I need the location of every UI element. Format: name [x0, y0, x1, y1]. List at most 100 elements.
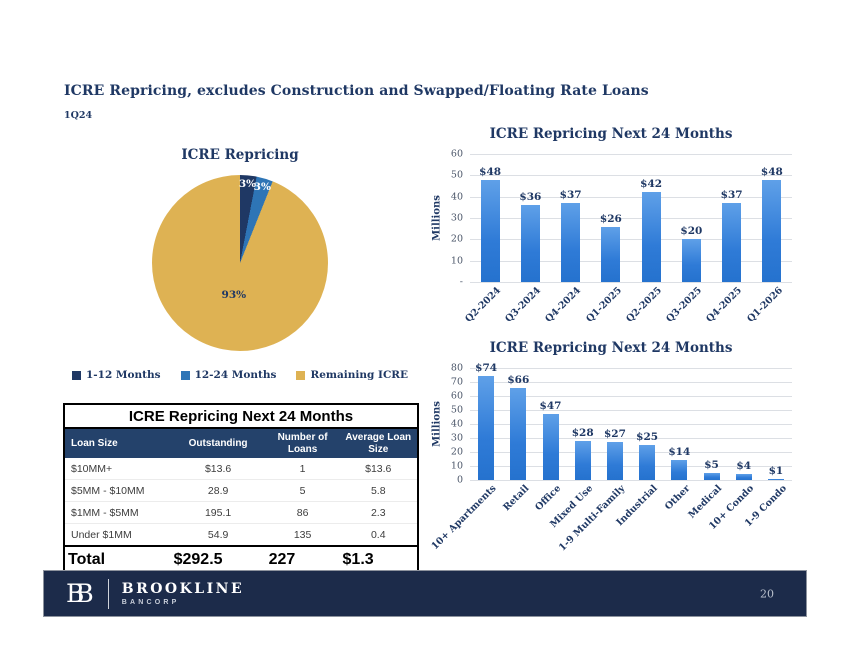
bar-group: $1: [760, 465, 792, 480]
bar: [601, 226, 621, 282]
y-tick-label: 70: [450, 376, 463, 388]
gridline: [470, 196, 792, 198]
bar-group: $4: [728, 460, 760, 480]
bar: [722, 203, 742, 282]
y-tick-label: 40: [450, 418, 463, 430]
bar-value-label: $14: [668, 446, 691, 459]
bar-group: $48: [470, 166, 510, 282]
gridline: [470, 239, 792, 241]
pie-slice-label: 93%: [221, 288, 247, 301]
bars: $74 $66 $47 $28 $27 $25 $14 $5 $4 $1: [470, 362, 792, 480]
gridline: [470, 218, 792, 219]
x-tick-label: Q4-2024: [543, 285, 584, 325]
gridline: [470, 382, 792, 383]
bar-value-label: $1: [768, 464, 784, 477]
bar: [767, 478, 784, 480]
loan-table-header-row: Loan Size Outstanding Number of Loans Avera…: [65, 429, 417, 458]
bar: [561, 203, 581, 282]
loan-size-table: ICRE Repricing Next 24 Months Loan Size O…: [63, 403, 419, 575]
x-tick: 10+ Apartments: [430, 480, 502, 570]
brookline-logo: BB BROOKLINE BANCORP: [66, 578, 244, 609]
bar-value-label: $37: [720, 189, 743, 202]
y-tick-label: 50: [450, 169, 463, 181]
x-tick: Q1-2026: [745, 282, 792, 337]
x-tick: Q3-2024: [503, 282, 550, 337]
y-tick-label: 20: [450, 233, 463, 245]
y-tick-label: 40: [450, 191, 463, 203]
gridline: [470, 480, 792, 481]
page-number: 20: [760, 587, 774, 600]
bar: [478, 376, 495, 480]
gridline: [470, 260, 792, 262]
table-cell: 2.3: [339, 501, 417, 524]
bar-group: $28: [567, 427, 599, 480]
legend-swatch-icon: [71, 370, 81, 380]
table-cell: $13.6: [170, 458, 266, 480]
y-axis: 80 70 60 50 40 30 20 10 0: [444, 363, 470, 486]
pie-slice-label: 3%: [238, 178, 257, 191]
chart-title: ICRE Repricing Next 24 Months: [489, 126, 733, 142]
y-tick-label: 60: [450, 148, 463, 160]
bar-value-label: $25: [636, 431, 659, 443]
pie-chart-title: ICRE Repricing: [181, 147, 299, 163]
bar: [762, 179, 782, 282]
y-axis-title: Millions: [430, 368, 444, 480]
y-tick-label: 20: [450, 446, 463, 458]
x-tick: Q1-2025: [584, 282, 631, 337]
table-row: $5MM - $10MM 28.9 5 5.8: [65, 479, 417, 502]
bar-value-label: $48: [479, 165, 502, 178]
x-tick-label: Q4-2025: [704, 285, 745, 325]
x-tick: Retail: [501, 480, 534, 570]
x-tick-label: Q1-2026: [744, 285, 785, 325]
table-cell: 5: [265, 479, 340, 502]
plot-area: $74 $66 $47 $28 $27 $25 $14 $5 $4 $1: [470, 362, 792, 481]
bar-value-label: $42: [640, 178, 663, 191]
x-tick-label: Other: [662, 483, 693, 513]
gridline: [470, 424, 792, 425]
gridline: [470, 175, 792, 177]
bar: [542, 414, 559, 480]
logo-divider: [107, 578, 109, 609]
gridline: [470, 438, 792, 439]
table-column-header: Average Loan Size: [339, 429, 417, 458]
y-tick-label: 30: [450, 432, 463, 444]
gridline: [470, 154, 792, 155]
bar-value-label: $47: [539, 400, 562, 413]
table-row: $10MM+ $13.6 1 $13.6: [65, 458, 417, 480]
bars: $48 $36 $37 $26 $42 $20 $37 $48: [470, 154, 792, 282]
y-tick-label: 0: [456, 474, 463, 486]
y-axis-title-text: Millions: [431, 401, 443, 447]
x-tick: 10+ Condo: [708, 480, 760, 570]
bar-chart-quarterly: ICRE Repricing Next 24 Months Millions 6…: [430, 126, 792, 337]
bar-value-label: $20: [680, 225, 703, 238]
bar: [703, 473, 720, 480]
gridline: [470, 466, 792, 467]
bar: [520, 205, 540, 282]
bar-group: $42: [631, 178, 671, 282]
footer-bar: BB BROOKLINE BANCORP 20: [43, 570, 807, 617]
bar-value-label: $37: [559, 189, 582, 202]
page-title: ICRE Repricing, excludes Construction an…: [64, 83, 649, 99]
bar-value-label: $28: [571, 426, 594, 439]
y-axis: 60 50 40 30 20 10 -: [444, 149, 470, 288]
loan-table-total-row: Total $292.5 227 $1.3: [65, 545, 417, 573]
bar-group: $26: [591, 213, 631, 282]
pie-slice-label: 3%: [253, 181, 271, 193]
bar: [574, 440, 591, 480]
x-tick: Q2-2024: [463, 282, 510, 337]
bar-group: $48: [752, 166, 792, 282]
table-total-cell: $292.5: [170, 545, 266, 573]
y-tick-label: 10: [450, 460, 463, 472]
x-tick: Q4-2025: [705, 282, 752, 337]
legend-label: 1-12 Months: [85, 369, 161, 381]
y-tick-label: 50: [450, 404, 463, 416]
period-label: 1Q24: [64, 110, 93, 121]
table-cell: 135: [265, 523, 340, 547]
x-tick: Q3-2025: [664, 282, 711, 337]
x-tick: 1-9 Condo: [743, 480, 792, 570]
bar-group: $36: [510, 191, 550, 282]
x-tick-label: 10+ Apartments: [429, 483, 499, 553]
bar-group: $5: [695, 459, 727, 480]
bar-group: $25: [631, 431, 663, 480]
bar-group: $20: [671, 225, 711, 282]
